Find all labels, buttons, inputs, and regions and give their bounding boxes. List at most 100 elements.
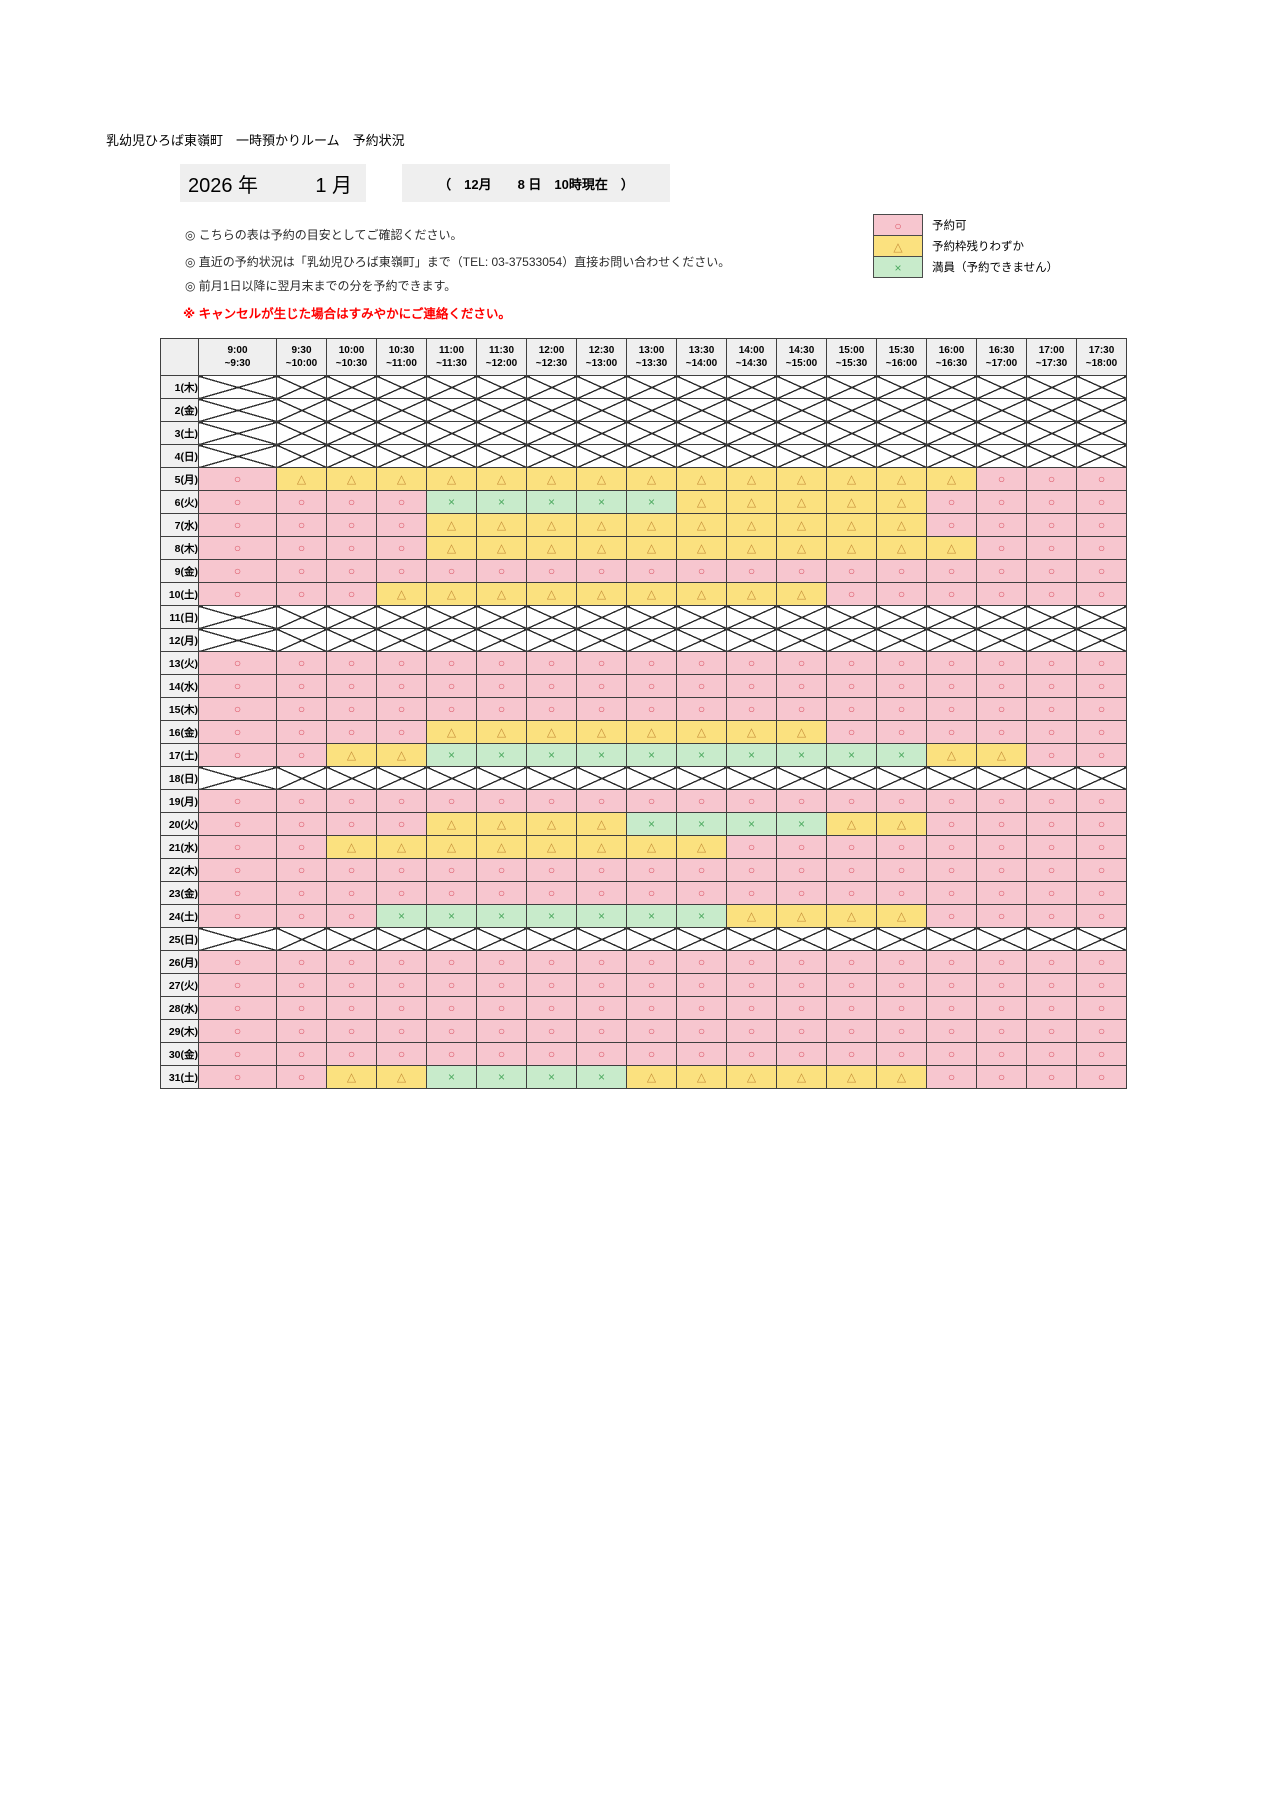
time-header-cell: 10:30 ~11:00 <box>376 338 427 376</box>
slot-cell: ○ <box>1076 1065 1127 1089</box>
date-cell: 5(月) <box>160 467 199 491</box>
slot-cell: ○ <box>476 789 527 813</box>
slot-cell: ○ <box>198 996 277 1020</box>
slot-cell: △ <box>526 720 577 744</box>
slot-cell: × <box>476 904 527 928</box>
closed-cell <box>426 766 477 790</box>
slot-cell: △ <box>626 720 677 744</box>
closed-cell <box>276 766 327 790</box>
closed-cell <box>276 605 327 629</box>
slot-cell: ○ <box>626 1019 677 1043</box>
slot-cell: ○ <box>426 559 477 583</box>
slot-cell: ○ <box>776 789 827 813</box>
date-cell: 25(日) <box>160 927 199 951</box>
closed-cell <box>198 421 277 445</box>
closed-cell <box>726 398 777 422</box>
closed-cell <box>326 375 377 399</box>
slot-cell: ○ <box>676 674 727 698</box>
slot-cell: ○ <box>198 858 277 882</box>
slot-cell: △ <box>576 536 627 560</box>
legend-row: ○ 予約可 <box>873 214 1058 236</box>
slot-cell: △ <box>776 490 827 514</box>
closed-cell <box>476 444 527 468</box>
slot-cell: △ <box>426 536 477 560</box>
slot-cell: ○ <box>426 697 477 721</box>
slot-cell: ○ <box>576 1042 627 1066</box>
slot-cell: ○ <box>476 651 527 675</box>
slot-cell: ○ <box>326 812 377 836</box>
slot-cell: ○ <box>1076 1042 1127 1066</box>
closed-cell <box>1076 927 1127 951</box>
slot-cell: △ <box>626 1065 677 1089</box>
day-row: 15(木) ○ ○ ○ ○ ○ ○ ○ ○ ○ ○ ○ ○ ○ ○ ○ ○ ○ ○ <box>160 697 1127 721</box>
slot-cell: △ <box>726 720 777 744</box>
slot-cell: △ <box>726 490 777 514</box>
slot-cell: △ <box>426 812 477 836</box>
slot-cell: ○ <box>276 674 327 698</box>
slot-cell: ○ <box>876 697 927 721</box>
slot-cell: ○ <box>826 1042 877 1066</box>
closed-cell <box>1026 421 1077 445</box>
legend-row: △ 予約枠残りわずか <box>873 235 1058 257</box>
slot-cell: ○ <box>326 858 377 882</box>
slot-cell: △ <box>576 513 627 537</box>
slot-cell: ○ <box>476 973 527 997</box>
day-row: 22(木) ○ ○ ○ ○ ○ ○ ○ ○ ○ ○ ○ ○ ○ ○ ○ ○ ○ ○ <box>160 858 1127 882</box>
slot-cell: △ <box>776 904 827 928</box>
slot-cell: ○ <box>276 743 327 767</box>
slot-cell: ○ <box>876 720 927 744</box>
legend-label: 予約可 <box>932 220 967 232</box>
slot-cell: ○ <box>1076 467 1127 491</box>
closed-cell <box>1026 444 1077 468</box>
slot-cell: ○ <box>198 536 277 560</box>
date-cell: 1(木) <box>160 375 199 399</box>
slot-cell: ○ <box>976 1019 1027 1043</box>
slot-cell: ○ <box>876 651 927 675</box>
closed-cell <box>1076 398 1127 422</box>
slot-cell: × <box>676 812 727 836</box>
year-month-box: 2026 年 1 月 <box>180 164 366 202</box>
slot-cell: ○ <box>326 789 377 813</box>
slot-cell: ○ <box>198 582 277 606</box>
slot-cell: △ <box>526 513 577 537</box>
date-cell: 3(土) <box>160 421 199 445</box>
closed-cell <box>376 375 427 399</box>
closed-cell <box>198 444 277 468</box>
day-row: 16(金) ○ ○ ○ ○ △ △ △ △ △ △ △ △ ○ ○ ○ ○ ○ ○ <box>160 720 1127 744</box>
closed-cell <box>1026 628 1077 652</box>
time-header-cell: 11:00 ~11:30 <box>426 338 477 376</box>
closed-cell <box>198 605 277 629</box>
slot-cell: ○ <box>876 950 927 974</box>
slot-cell: ○ <box>526 789 577 813</box>
closed-cell <box>926 421 977 445</box>
slot-cell: ○ <box>926 1019 977 1043</box>
slot-cell: ○ <box>1026 674 1077 698</box>
slot-cell: ○ <box>476 996 527 1020</box>
closed-cell <box>576 766 627 790</box>
slot-cell: △ <box>626 467 677 491</box>
day-row: 17(土) ○ ○ △ △ × × × × × × × × × × △ △ ○ ○ <box>160 743 1127 767</box>
closed-cell <box>976 444 1027 468</box>
closed-cell <box>626 628 677 652</box>
slot-cell: ○ <box>576 1019 627 1043</box>
slot-cell: ○ <box>976 904 1027 928</box>
slot-cell: ○ <box>1026 651 1077 675</box>
slot-cell: ○ <box>826 789 877 813</box>
closed-cell <box>1026 605 1077 629</box>
slot-cell: ○ <box>726 858 777 882</box>
slot-cell: ○ <box>476 950 527 974</box>
slot-cell: ○ <box>198 950 277 974</box>
slot-cell: △ <box>626 582 677 606</box>
closed-cell <box>826 927 877 951</box>
slot-cell: △ <box>626 536 677 560</box>
day-row: 25(日) <box>160 927 1127 951</box>
slot-cell: ○ <box>976 582 1027 606</box>
closed-cell <box>426 375 477 399</box>
slot-cell: ○ <box>626 973 677 997</box>
closed-cell <box>476 421 527 445</box>
day-row: 2(金) <box>160 398 1127 422</box>
slot-cell: △ <box>426 467 477 491</box>
time-header-cell: 12:30 ~13:00 <box>576 338 627 376</box>
time-header-cell: 13:00 ~13:30 <box>626 338 677 376</box>
